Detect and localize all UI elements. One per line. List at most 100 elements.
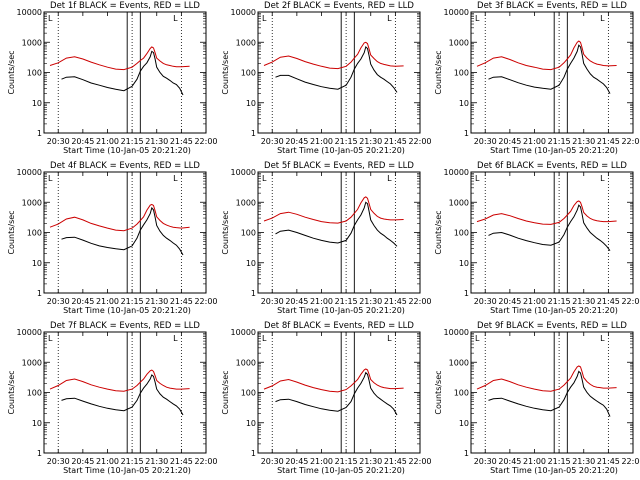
lld-series-line <box>263 41 404 70</box>
y-axis-label: Counts/sec <box>434 210 443 254</box>
x-axis-label: Start Time (10-Jan-05 20:21:20) <box>63 306 191 315</box>
x-tick-label: 21:45 <box>170 457 193 466</box>
x-tick-label: 21:45 <box>597 297 620 306</box>
x-tick-label: 22:00 <box>408 457 431 466</box>
marker-label: L <box>173 14 178 23</box>
y-axis-label: Counts/sec <box>7 370 16 414</box>
marker-label: L <box>600 14 605 23</box>
x-tick-label: 21:00 <box>96 457 119 466</box>
y-tick-label: 10 <box>246 419 256 428</box>
y-tick-label: 100 <box>241 229 256 238</box>
y-axis-label: Counts/sec <box>434 50 443 94</box>
y-tick-label: 10 <box>246 259 256 268</box>
plot-panel: Det 4f BLACK = Events, RED = LLD 20:30 20:… <box>7 161 218 315</box>
events-series-line <box>275 45 398 93</box>
x-tick-label: 22:00 <box>194 137 217 146</box>
x-tick-label: 20:30 <box>261 297 284 306</box>
y-tick-label: 10000 <box>444 168 469 177</box>
marker-label: L <box>48 174 53 183</box>
marker-label: L <box>262 14 267 23</box>
x-tick-label: 21:30 <box>145 297 168 306</box>
x-tick-label: 21:30 <box>572 457 595 466</box>
lld-series-line <box>476 40 617 71</box>
marker-label: L <box>173 174 178 183</box>
plot-title: Det 3f BLACK = Events, RED = LLD <box>477 1 627 11</box>
x-tick-label: 21:45 <box>384 457 407 466</box>
x-tick-label: 21:45 <box>597 457 620 466</box>
x-tick-label: 21:15 <box>121 137 144 146</box>
x-tick-label: 21:45 <box>384 297 407 306</box>
x-tick-label: 20:30 <box>261 457 284 466</box>
x-tick-label: 21:15 <box>548 137 571 146</box>
x-tick-label: 21:15 <box>548 297 571 306</box>
y-tick-label: 1 <box>37 289 42 298</box>
y-tick-label: 100 <box>454 69 469 78</box>
x-tick-label: 22:00 <box>194 297 217 306</box>
y-tick-label: 10 <box>32 419 42 428</box>
marker-label: L <box>475 14 480 23</box>
y-tick-label: 100 <box>27 229 42 238</box>
y-tick-label: 10000 <box>231 168 256 177</box>
plot-title: Det 6f BLACK = Events, RED = LLD <box>477 161 627 171</box>
events-series-line <box>488 204 611 251</box>
x-tick-label: 21:00 <box>96 297 119 306</box>
y-tick-label: 10 <box>459 99 469 108</box>
y-tick-label: 1 <box>464 289 469 298</box>
y-tick-label: 1 <box>464 449 469 458</box>
lld-series-line <box>476 200 617 225</box>
y-tick-label: 100 <box>27 389 42 398</box>
x-tick-label: 21:15 <box>335 297 358 306</box>
plot-title: Det 8f BLACK = Events, RED = LLD <box>264 321 414 331</box>
plot-panel: Det 6f BLACK = Events, RED = LLD 20:30 20:… <box>434 161 640 315</box>
x-tick-label: 22:00 <box>194 457 217 466</box>
y-tick-label: 10 <box>459 259 469 268</box>
marker-label: L <box>475 334 480 343</box>
x-tick-label: 20:45 <box>285 457 308 466</box>
x-tick-label: 22:00 <box>621 137 640 146</box>
x-tick-label: 21:30 <box>359 297 382 306</box>
x-tick-label: 21:00 <box>310 297 333 306</box>
marker-label: L <box>475 174 480 183</box>
y-tick-label: 10 <box>32 259 42 268</box>
events-series-line <box>488 44 611 94</box>
x-tick-label: 21:30 <box>359 457 382 466</box>
x-axis-label: Start Time (10-Jan-05 20:21:20) <box>490 466 618 475</box>
y-tick-label: 100 <box>241 69 256 78</box>
events-series-line <box>275 201 398 247</box>
x-axis-label: Start Time (10-Jan-05 20:21:20) <box>490 306 618 315</box>
x-tick-label: 20:45 <box>498 137 521 146</box>
x-tick-label: 20:30 <box>261 137 284 146</box>
x-tick-label: 20:45 <box>498 297 521 306</box>
x-tick-label: 21:00 <box>523 457 546 466</box>
x-tick-label: 20:45 <box>498 457 521 466</box>
y-tick-label: 1000 <box>236 198 256 207</box>
y-tick-label: 10000 <box>17 168 42 177</box>
marker-label: L <box>173 334 178 343</box>
x-tick-label: 21:30 <box>359 137 382 146</box>
x-tick-label: 21:15 <box>121 297 144 306</box>
marker-label: L <box>48 14 53 23</box>
marker-label: L <box>48 334 53 343</box>
x-tick-label: 21:00 <box>310 137 333 146</box>
y-tick-label: 1000 <box>449 198 469 207</box>
y-tick-label: 10 <box>246 99 256 108</box>
x-tick-label: 21:15 <box>335 457 358 466</box>
x-tick-label: 22:00 <box>408 297 431 306</box>
y-axis-label: Counts/sec <box>7 50 16 94</box>
marker-label: L <box>387 334 392 343</box>
x-tick-label: 20:30 <box>47 457 70 466</box>
marker-label: L <box>600 334 605 343</box>
x-tick-label: 21:00 <box>310 457 333 466</box>
marker-label: L <box>600 174 605 183</box>
x-tick-label: 21:15 <box>121 457 144 466</box>
plot-title: Det 1f BLACK = Events, RED = LLD <box>50 1 200 11</box>
y-tick-label: 1 <box>37 129 42 138</box>
y-axis-label: Counts/sec <box>221 370 230 414</box>
y-tick-label: 10000 <box>17 8 42 17</box>
plot-title: Det 2f BLACK = Events, RED = LLD <box>264 1 414 11</box>
plot-title: Det 4f BLACK = Events, RED = LLD <box>50 161 200 171</box>
y-tick-label: 1000 <box>22 38 42 47</box>
plot-panel: Det 9f BLACK = Events, RED = LLD 20:30 20:… <box>434 321 640 475</box>
